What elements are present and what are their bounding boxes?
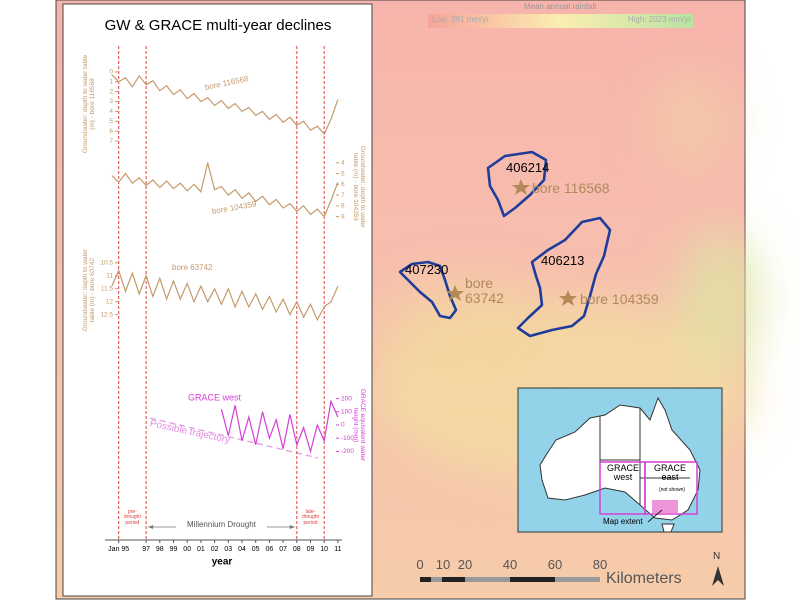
scale-label: 10 [435,557,451,572]
y-axis-title: Groundwater: depth to water table (m) - … [82,248,96,332]
scale-unit: Kilometers [606,570,682,587]
y-tick-label: 0 [109,69,113,76]
scale-bar [420,577,600,582]
y-axis-title: Groundwater: depth to water table (m) - … [82,54,96,154]
bore-stars [446,179,577,306]
catchments [398,150,612,338]
catchment-outline [486,150,548,218]
legend-high: High: 2023 mm/yr [627,15,691,24]
period-label: pre-drought period [119,509,146,526]
y-tick-label: 2 [109,88,113,95]
series-label: bore 63742 [172,263,213,272]
y-tick-label: 11.5 [101,285,114,292]
y-tick-label: 1 [109,78,113,85]
catchment-label: 406213 [541,253,585,268]
x-axis-title: year [212,557,233,568]
extent-pointer [647,509,663,523]
period-label: late-drought period [297,509,324,526]
y-tick-label: -200 [341,448,354,455]
x-tick-label: 04 [238,546,246,553]
y-tick-label: 10.5 [100,259,113,266]
legend-title: Mean annual rainfall [523,2,597,11]
y-tick-label: 4 [341,159,345,166]
inset-label: GRACE west [606,463,639,483]
inset-label: (not shown) [658,487,686,493]
catchment-outline [516,216,612,338]
bore-star [512,179,530,195]
series-label: GRACE west [188,392,242,402]
y-tick-label: 4 [109,108,113,115]
bore-star [559,290,577,306]
y-tick-label: 7 [109,138,113,145]
series-line [111,268,339,322]
scale-label: 40 [502,557,518,572]
y-tick-label: 5 [341,170,345,177]
series-line [220,399,339,454]
y-tick-label: 5 [109,118,113,125]
y-tick-label: 100 [341,409,352,416]
x-tick-label: 08 [293,546,301,553]
north-label: N [713,551,721,562]
catchment-label: 406214 [506,160,550,175]
series-line [111,162,339,218]
x-tick-label: 11 [334,546,341,553]
trajectory-line [149,417,319,459]
y-tick-label: 8 [341,203,345,210]
y-tick-label: 11 [106,272,113,279]
x-tick-label: 06 [265,546,273,553]
y-tick-label: 200 [341,395,352,402]
catchment-label: 407230 [405,262,449,277]
x-tick-label: 09 [307,546,315,553]
y-tick-label: 12 [106,298,114,305]
scale-label: 80 [592,557,608,572]
y-tick-label: 12.5 [100,311,113,318]
north-arrow [712,566,724,586]
x-tick-label: 03 [224,546,232,553]
bore-label: bore 63742 [465,275,504,306]
x-tick-label: 07 [279,546,287,553]
x-tick-label: 97 [142,546,150,553]
chart-title: GW & GRACE multi-year declines [105,17,332,34]
inset-australia [539,396,701,521]
bore-label: bore 104359 [580,291,659,307]
y-tick-label: 6 [341,181,345,188]
y-tick-label: 3 [109,98,113,105]
x-tick-label: 99 [170,546,178,553]
inset-label: Map extent [603,517,643,526]
series-line [111,74,339,136]
map-extent-box [652,500,678,514]
x-tick-label: 01 [197,546,205,553]
scale-label: 60 [547,557,563,572]
y-axis-title: Groundwater: depth to water table (m) - … [352,145,366,229]
scale-label: 20 [457,557,473,572]
y-tick-label: 7 [341,192,345,199]
x-tick-label: 98 [156,546,164,553]
bore-label: bore 116568 [532,180,610,196]
y-tick-label: -100 [341,435,354,442]
x-tick-label: 05 [252,546,260,553]
y-tick-label: 6 [109,128,113,135]
y-axis-title: GRACE equivalent water height (mm) [352,388,366,462]
y-tick-label: 0 [341,422,345,429]
x-tick-label: 00 [183,546,191,553]
x-tick-label: 10 [320,546,328,553]
x-tick-label: Jan 95 [108,546,129,553]
bore-star [446,285,464,301]
legend-low: Low: 361 mm/yr [432,15,489,24]
scale-label: 0 [416,557,424,572]
period-label: Millennium Drought [176,520,267,530]
inset-label: GRACE east [653,463,686,483]
legend-gradient [428,14,693,28]
x-tick-label: 02 [211,546,219,553]
inset-tasmania [661,523,675,533]
catchment-outline [398,260,458,320]
y-tick-label: 9 [341,213,345,220]
